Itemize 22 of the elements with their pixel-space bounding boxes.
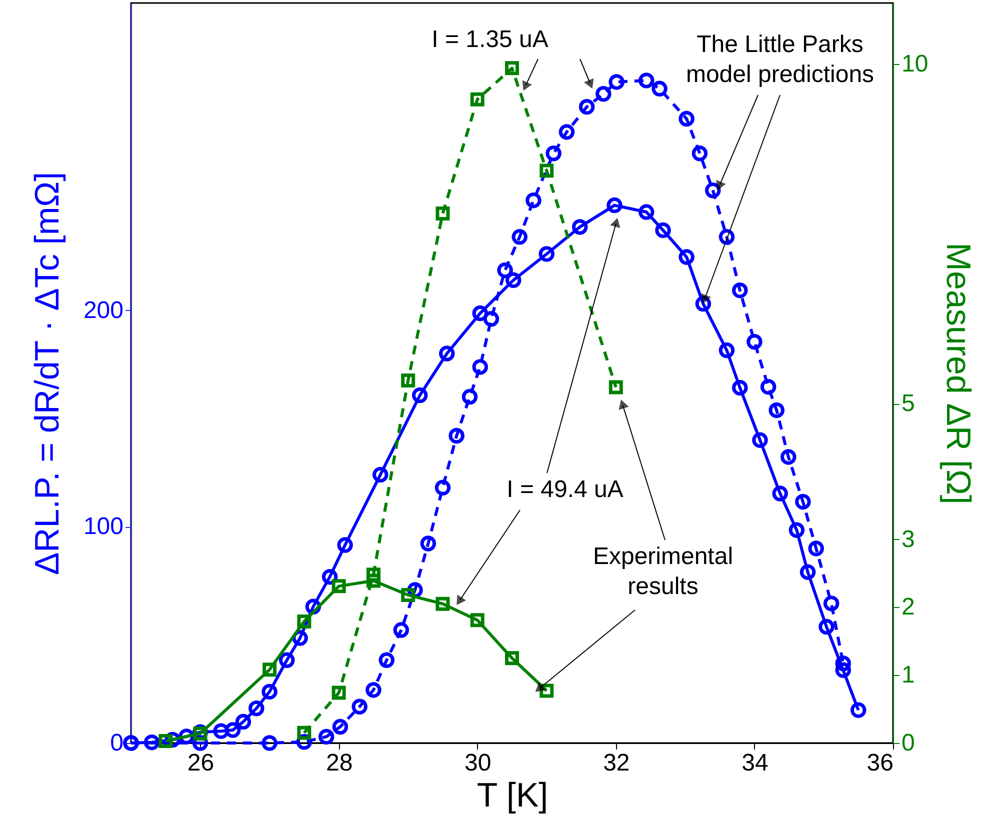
x-axis-title: T [K] xyxy=(476,776,548,814)
y-axis-title: ΔRL.P. = dR/dT · ΔTc [mΩ] xyxy=(28,172,66,576)
annotation: Experimental results xyxy=(592,543,734,600)
x-tick-label: 30 xyxy=(464,750,492,776)
annotation: I = 1.35 uA xyxy=(432,26,548,53)
x-tick-label: 34 xyxy=(742,750,768,776)
x-tick-label: 26 xyxy=(187,750,214,776)
y-tick-label: 200 xyxy=(83,296,124,324)
y-tick-label: 0 xyxy=(110,730,124,756)
y2-tick-label: 5 xyxy=(902,390,915,418)
y2-axis-title: Measured ΔR [Ω] xyxy=(939,242,978,504)
y2-tick-label: 1 xyxy=(902,662,915,689)
y-tick-label: 100 xyxy=(83,513,124,540)
y2-tick-label: 3 xyxy=(902,526,915,553)
y2-tick-label: 0 xyxy=(902,730,915,756)
annotation: The Little Parks model predictions xyxy=(686,31,874,88)
y2-tick-label: 10 xyxy=(902,50,928,78)
y2-tick-label: 2 xyxy=(902,594,915,621)
annotation: I = 49.4 uA xyxy=(506,476,624,503)
x-tick-label: 32 xyxy=(603,750,630,776)
x-tick-label: 28 xyxy=(326,750,353,776)
x-tick-label: 36 xyxy=(866,750,894,776)
